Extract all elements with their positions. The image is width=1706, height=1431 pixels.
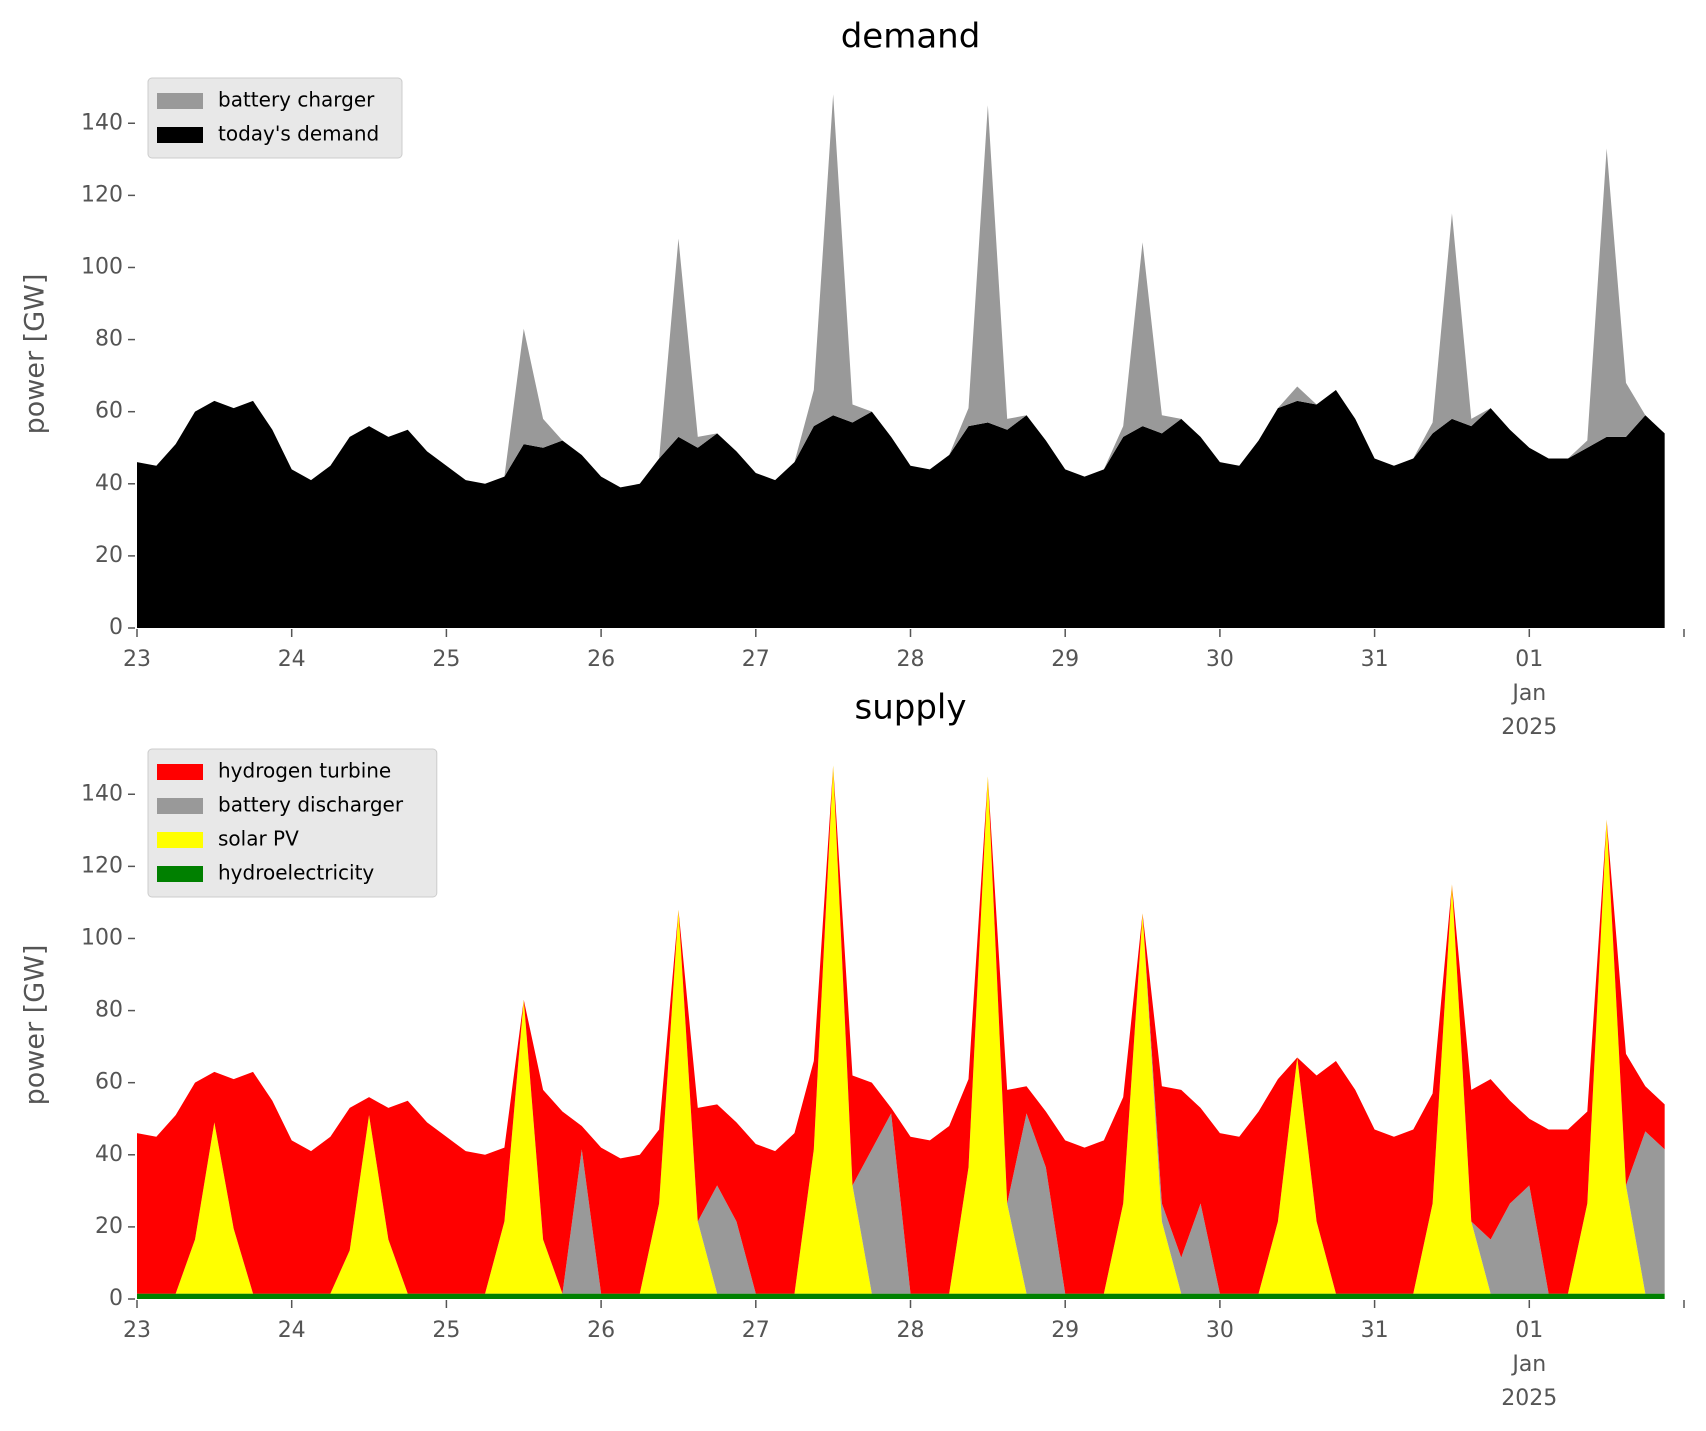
x-tick-label: 31 (1361, 647, 1389, 672)
area (137, 1293, 1665, 1299)
x-tick-label: 30 (1206, 1318, 1234, 1343)
x-date-note: Jan (1510, 681, 1546, 706)
y-tick-label: 60 (95, 1070, 123, 1095)
legend-swatch (157, 832, 203, 848)
y-tick-label: 40 (95, 1142, 123, 1167)
area (137, 765, 1665, 1294)
x-date-note: Jan (1510, 1352, 1546, 1377)
area (137, 390, 1665, 628)
y-tick-label: 0 (109, 615, 123, 640)
x-tick-label: 24 (278, 1318, 306, 1343)
chart-title: demand (841, 17, 981, 57)
x-tick-label: 26 (587, 647, 615, 672)
area (137, 765, 1665, 1294)
x-tick-label: 27 (742, 647, 770, 672)
legend-label: hydrogen turbine (218, 759, 391, 783)
y-tick-label: 140 (81, 781, 123, 806)
y-tick-label: 60 (95, 399, 123, 424)
y-tick-label: 0 (109, 1286, 123, 1311)
legend-swatch (157, 798, 203, 814)
x-tick-label: 27 (742, 1318, 770, 1343)
y-tick-label: 20 (95, 1214, 123, 1239)
x-date-note: 2025 (1501, 1386, 1557, 1411)
x-tick-label: 01 (1515, 1318, 1543, 1343)
x-tick-label: 26 (587, 1318, 615, 1343)
area (137, 94, 1665, 488)
area (137, 765, 1665, 1294)
y-axis-label: power [GW] (20, 945, 51, 1106)
y-tick-label: 80 (95, 998, 123, 1023)
legend-swatch (157, 866, 203, 882)
chart-title: supply (855, 688, 967, 728)
legend-swatch (157, 93, 203, 109)
x-tick-label: 30 (1206, 647, 1234, 672)
y-tick-label: 40 (95, 471, 123, 496)
y-tick-label: 140 (81, 110, 123, 135)
legend-label: battery discharger (218, 793, 404, 817)
x-tick-label: 25 (432, 1318, 460, 1343)
legend-box (147, 77, 403, 159)
legend-swatch (157, 127, 203, 143)
y-axis-label: power [GW] (20, 274, 51, 435)
x-tick-label: 28 (897, 1318, 925, 1343)
x-tick-label: 29 (1051, 1318, 1079, 1343)
x-date-note: 2025 (1501, 715, 1557, 740)
x-tick-label: 01 (1515, 647, 1543, 672)
legend-swatch (157, 764, 203, 780)
x-tick-label: 29 (1051, 647, 1079, 672)
legend-box (147, 748, 438, 898)
x-tick-label: 23 (123, 647, 151, 672)
y-tick-label: 80 (95, 327, 123, 352)
y-tick-label: 20 (95, 543, 123, 568)
legend-label: battery charger (218, 88, 375, 112)
y-tick-label: 100 (81, 254, 123, 279)
x-tick-label: 28 (897, 647, 925, 672)
y-tick-label: 120 (81, 182, 123, 207)
y-tick-label: 120 (81, 853, 123, 878)
legend-label: hydroelectricity (218, 861, 374, 885)
x-tick-label: 31 (1361, 1318, 1389, 1343)
legend-label: today's demand (218, 122, 379, 146)
x-tick-label: 25 (432, 647, 460, 672)
y-tick-label: 100 (81, 925, 123, 950)
x-tick-label: 23 (123, 1318, 151, 1343)
legend-label: solar PV (218, 827, 299, 851)
x-tick-label: 24 (278, 647, 306, 672)
